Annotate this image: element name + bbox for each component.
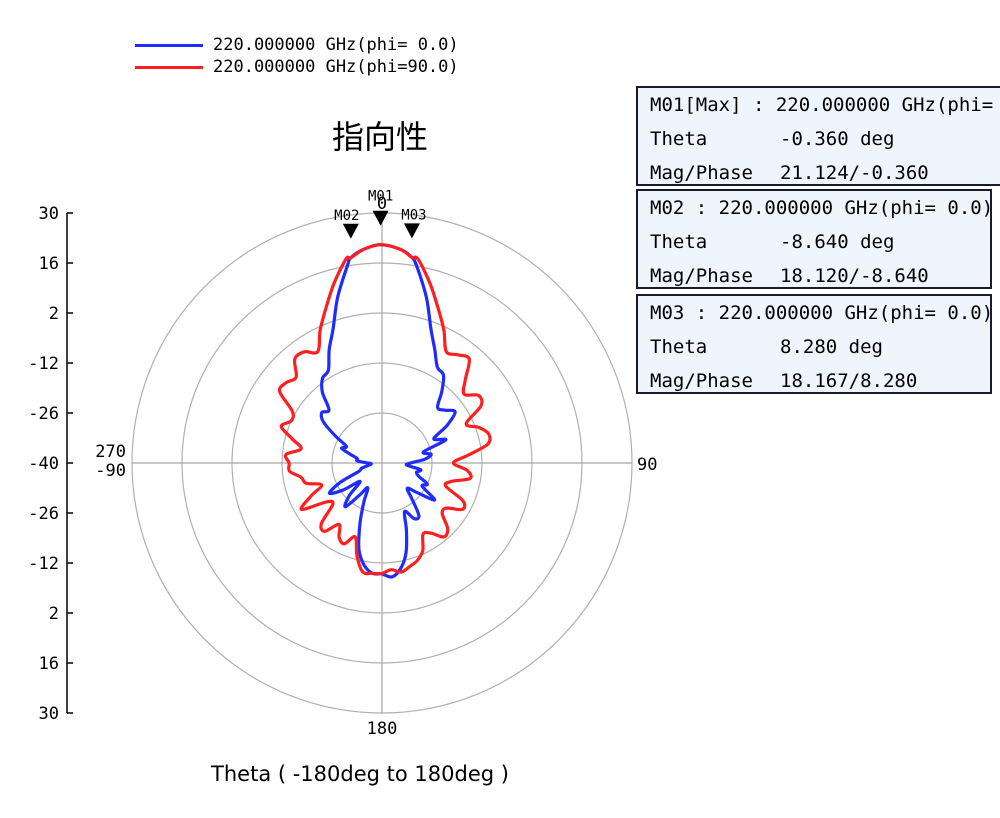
marker-box-m01[interactable]: M01[Max] : 220.000000 GHz(phi= 0.0) Thet… (636, 86, 1000, 186)
marker-mag-value: 21.124/-0.360 (780, 162, 929, 184)
marker-header-m03: M03 : 220.000000 GHz(phi= 0.0) (650, 302, 992, 324)
marker-mag-label: Mag/Phase (650, 370, 753, 392)
legend-entry-phi-0: 220.000000 GHz(phi= 0.0) (135, 34, 459, 56)
r-tick-label: 2 (49, 304, 59, 324)
legend-swatch-phi-0 (135, 43, 203, 47)
marker-mag-value: 18.120/-8.640 (780, 265, 929, 287)
angle-label: 180 (367, 719, 398, 739)
marker-theta-value: 8.280 deg (780, 336, 883, 358)
chart-title: 指向性 (331, 118, 428, 156)
marker-theta-row-m01: Theta -0.360 deg (650, 122, 1000, 156)
r-tick-label: 30 (39, 204, 59, 224)
marker-theta-value: -8.640 deg (780, 231, 895, 253)
marker-header-m01: M01[Max] : 220.000000 GHz(phi= 0.0) (650, 94, 1000, 116)
marker-mag-row-m01: Mag/Phase 21.124/-0.360 (650, 156, 1000, 184)
marker-theta-label: Theta (650, 128, 708, 150)
legend-label-phi-90: 220.000000 GHz(phi=90.0) (213, 57, 459, 77)
legend: 220.000000 GHz(phi= 0.0) 220.000000 GHz(… (135, 34, 459, 78)
marker-triangle-m03 (403, 223, 420, 239)
marker-triangle-m01 (372, 210, 389, 226)
r-tick-label: -26 (28, 504, 59, 524)
marker-label-m03: M03 (401, 207, 426, 223)
marker-label-m01: M01 (368, 189, 393, 205)
marker-theta-row-m02: Theta -8.640 deg (650, 225, 990, 259)
r-tick-label: -12 (28, 554, 59, 574)
r-tick-label: -12 (28, 354, 59, 374)
marker-box-m02[interactable]: M02 : 220.000000 GHz(phi= 0.0) Theta -8.6… (636, 189, 992, 289)
angle-label: 0 (377, 194, 387, 214)
x-axis-label: Theta ( -180deg to 180deg ) (211, 762, 509, 786)
marker-mag-label: Mag/Phase (650, 162, 753, 184)
marker-header-m02: M02 : 220.000000 GHz(phi= 0.0) (650, 197, 992, 219)
marker-triangle-m02 (342, 223, 359, 239)
series-curve-phi-90 (277, 243, 492, 576)
marker-mag-value: 18.167/8.280 (780, 370, 918, 392)
marker-theta-label: Theta (650, 231, 708, 253)
angle-label: -90 (95, 461, 126, 481)
marker-mag-row-m02: Mag/Phase 18.120/-8.640 (650, 259, 990, 287)
angle-label: 90 (637, 455, 657, 475)
r-tick-label: 2 (49, 604, 59, 624)
r-tick-label: 16 (39, 254, 59, 274)
marker-box-m03[interactable]: M03 : 220.000000 GHz(phi= 0.0) Theta 8.28… (636, 294, 992, 394)
r-tick-label: -40 (28, 454, 59, 474)
r-tick-label: -26 (28, 404, 59, 424)
marker-mag-label: Mag/Phase (650, 265, 753, 287)
legend-label-phi-0: 220.000000 GHz(phi= 0.0) (213, 35, 459, 55)
marker-theta-label: Theta (650, 336, 708, 358)
legend-swatch-phi-90 (135, 65, 203, 69)
angle-label: 270 (95, 442, 126, 462)
r-tick-label: 30 (39, 704, 59, 724)
r-tick-label: 16 (39, 654, 59, 674)
marker-theta-row-m03: Theta 8.280 deg (650, 330, 990, 364)
marker-label-m02: M02 (334, 208, 359, 224)
marker-mag-row-m03: Mag/Phase 18.167/8.280 (650, 364, 990, 392)
legend-entry-phi-90: 220.000000 GHz(phi=90.0) (135, 56, 459, 78)
marker-theta-value: -0.360 deg (780, 128, 895, 150)
